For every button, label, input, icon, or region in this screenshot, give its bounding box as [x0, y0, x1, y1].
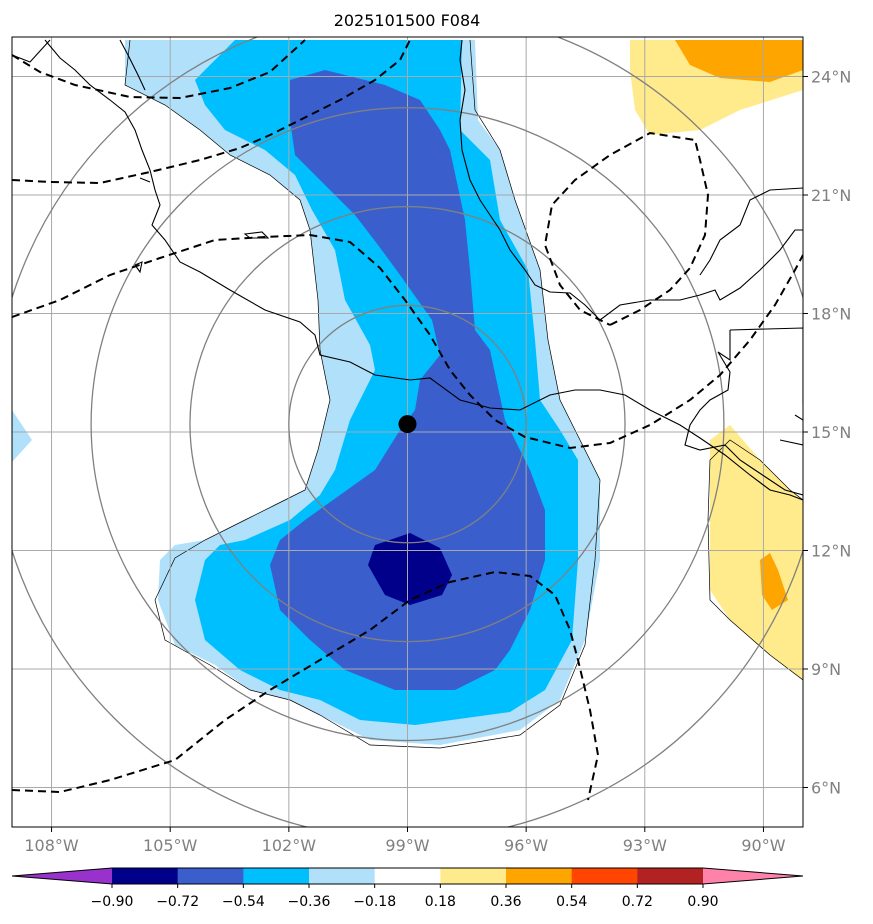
latitude-gridlines	[12, 76, 803, 788]
colorbar-segment	[440, 868, 507, 884]
coastline-mexico-pacific	[12, 39, 803, 501]
colorbar-segment	[177, 868, 244, 884]
dashed-contour-south	[12, 570, 600, 801]
latitude-tick-labels: 24°N 21°N 18°N 15°N 12°N 9°N 6°N	[803, 68, 851, 798]
coastline-yucatan-north	[699, 187, 803, 276]
colorbar: −0.90 −0.72 −0.54 −0.36 −0.18 0.18 0.36 0.54 0.7…	[11, 867, 804, 910]
colorbar-extend-high	[703, 868, 803, 884]
zero-contour-outline	[124, 39, 601, 749]
dashed-contour-north	[12, 39, 306, 100]
colorbar-segment	[637, 868, 704, 884]
colorbar-tick-label: −0.54	[222, 894, 265, 910]
colorbar-tick-label: 0.18	[425, 894, 456, 910]
range-ring	[189, 205, 626, 643]
storm-center-marker	[398, 415, 417, 434]
lon-tick-label: 108°W	[24, 836, 79, 855]
lat-tick-label: 24°N	[811, 68, 851, 87]
lon-tick-label: 93°W	[623, 836, 667, 855]
lon-tick-label: 102°W	[262, 836, 317, 855]
range-ring	[90, 107, 725, 742]
lat-tick-label: 15°N	[811, 423, 851, 442]
colorbar-extend-low	[12, 868, 112, 884]
colorbar-tick-label: −0.72	[156, 894, 199, 910]
colorbar-tick-label: −0.36	[288, 894, 331, 910]
colorbar-tick-label: 0.36	[490, 894, 521, 910]
colorbar-tick-label: 0.54	[556, 894, 587, 910]
colorbar-segment	[506, 868, 573, 884]
colorbar-tick-label: −0.90	[91, 894, 134, 910]
longitude-tick-labels: 108°W 105°W 102°W 99°W 96°W 93°W 90°W	[24, 827, 786, 855]
lat-tick-label: 9°N	[811, 660, 841, 679]
lon-tick-label: 99°W	[385, 836, 429, 855]
contour-orange-southeast	[760, 553, 788, 610]
lat-tick-label: 18°N	[811, 305, 851, 324]
range-rings	[12, 37, 803, 827]
coastline-gulf-of-mexico	[459, 39, 803, 321]
lat-tick-label: 21°N	[811, 186, 851, 205]
contour-orange-northeast	[675, 40, 803, 82]
colorbar-segment	[374, 868, 441, 884]
colorbar-segment	[571, 868, 638, 884]
map-title: 2025101500 F084	[334, 11, 481, 30]
colorbar-tick-label: 0.72	[622, 894, 653, 910]
dashed-contour-middle	[12, 39, 411, 185]
lon-tick-label: 90°W	[741, 836, 785, 855]
colorbar-segment	[243, 868, 310, 884]
lon-tick-label: 105°W	[143, 836, 198, 855]
colorbar-tick-label: 0.90	[687, 894, 718, 910]
range-ring	[288, 304, 527, 544]
contour-royal-blue-band	[270, 70, 545, 690]
coastline-central-america	[684, 327, 803, 496]
colorbar-segment	[309, 868, 376, 884]
coastline-baja	[119, 39, 270, 274]
positive-contour-outline-southeast	[707, 439, 803, 681]
contour-light-blue-left-edge	[12, 410, 32, 462]
colorbar-tick-label: −0.18	[353, 894, 396, 910]
dashed-contour-gulf-loop	[543, 131, 710, 326]
lat-tick-label: 12°N	[811, 542, 851, 561]
lon-tick-label: 96°W	[504, 836, 548, 855]
colorbar-segment	[112, 868, 179, 884]
contour-light-yellow-southeast	[710, 425, 803, 680]
lat-tick-label: 6°N	[811, 779, 841, 798]
